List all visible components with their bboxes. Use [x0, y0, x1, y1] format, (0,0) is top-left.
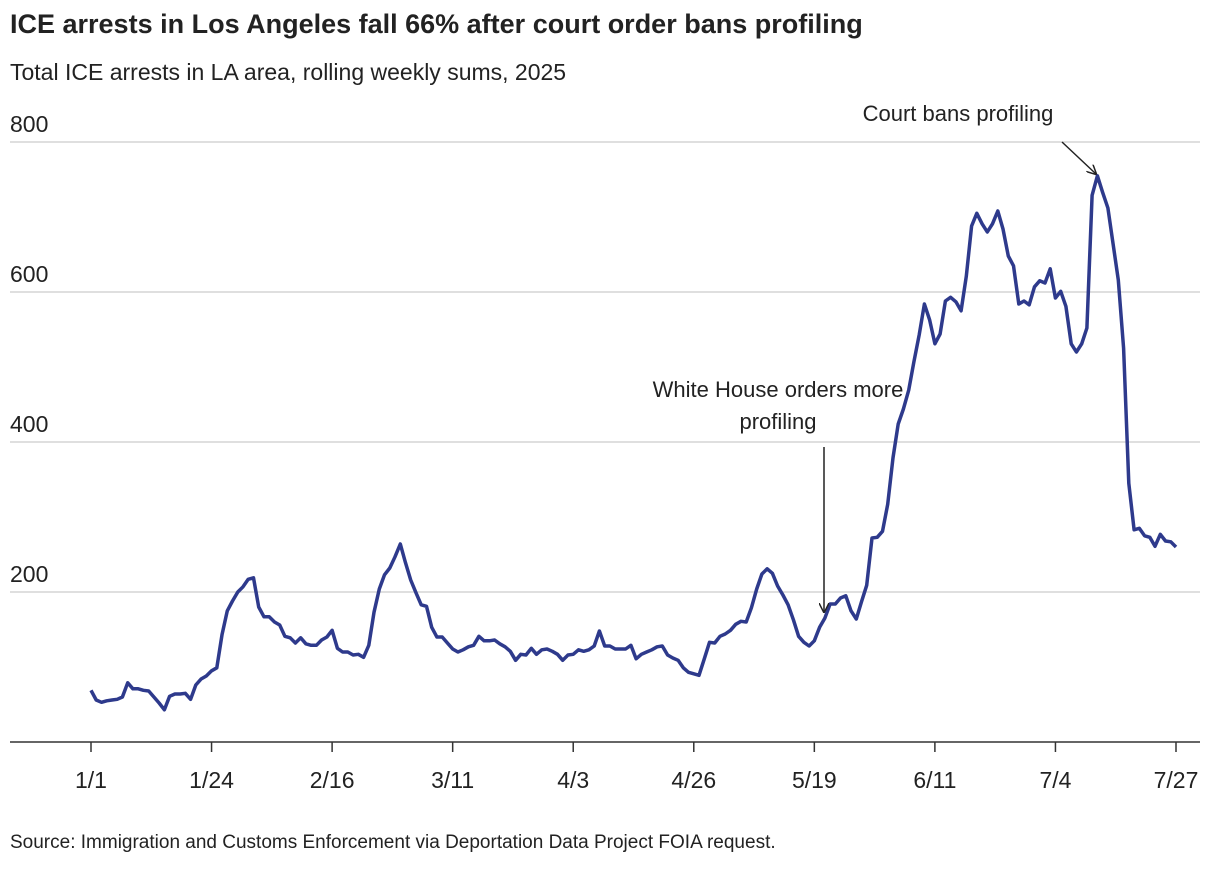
annotation-text: White House orders more [653, 377, 904, 402]
chart-subtitle: Total ICE arrests in LA area, rolling we… [10, 59, 566, 85]
x-tick-label: 4/26 [671, 767, 716, 793]
y-tick-label: 600 [10, 261, 48, 287]
x-tick-label: 1/24 [189, 767, 234, 793]
annotation-text: profiling [739, 409, 816, 434]
source-note: Source: Immigration and Customs Enforcem… [10, 832, 776, 853]
x-tick-label: 4/3 [557, 767, 589, 793]
x-tick-label: 7/4 [1039, 767, 1071, 793]
x-tick-label: 1/1 [75, 767, 107, 793]
x-tick-label: 7/27 [1154, 767, 1199, 793]
chart-title: ICE arrests in Los Angeles fall 66% afte… [10, 9, 863, 39]
data-line [89, 174, 1178, 712]
y-tick-label: 800 [10, 111, 48, 137]
x-tick-label: 6/11 [913, 767, 956, 793]
annotation-text: Court bans profiling [863, 101, 1054, 126]
x-tick-label: 3/11 [431, 767, 474, 793]
y-tick-label: 200 [10, 561, 48, 587]
y-tick-label: 400 [10, 411, 48, 437]
annotation-arrow [1061, 141, 1096, 174]
x-tick-label: 2/16 [310, 767, 355, 793]
x-tick-label: 5/19 [792, 767, 837, 793]
